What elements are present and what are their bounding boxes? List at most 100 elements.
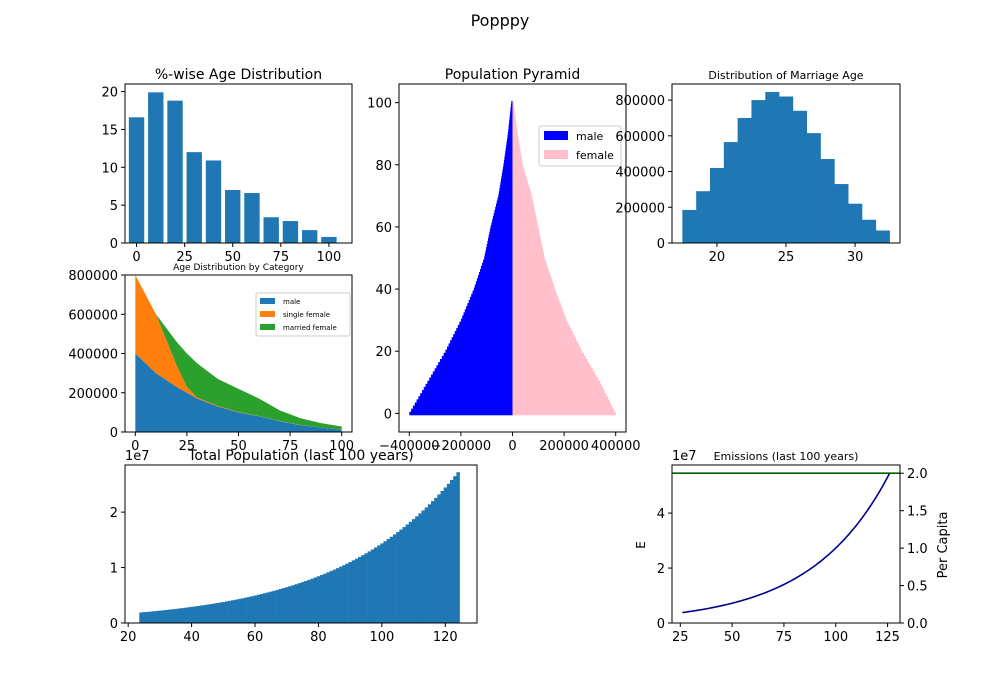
legend-swatch xyxy=(260,298,275,304)
line-emissions xyxy=(682,472,891,614)
bar-female xyxy=(512,275,551,279)
bar xyxy=(234,599,238,623)
bar-male xyxy=(411,408,513,413)
bar-male xyxy=(482,262,513,267)
bar xyxy=(240,598,245,623)
bar-female xyxy=(512,331,573,335)
bar-female xyxy=(512,206,535,211)
bar-female xyxy=(512,256,545,260)
bar xyxy=(256,594,261,623)
bar xyxy=(682,209,697,243)
bar-female xyxy=(512,386,604,391)
bar-female xyxy=(512,147,521,152)
bar-male xyxy=(502,169,513,173)
bar xyxy=(834,184,849,243)
subplot-title: %-wise Age Distribution xyxy=(155,67,322,83)
bar-male xyxy=(451,337,513,341)
bar-female xyxy=(512,153,522,158)
bar-female xyxy=(512,337,576,341)
y-tick-label: 40 xyxy=(375,283,392,298)
bar xyxy=(431,501,435,623)
y-tick-label: 80 xyxy=(375,159,392,174)
y-tick-label: 60 xyxy=(375,221,392,236)
bar xyxy=(262,593,267,623)
bar xyxy=(396,532,400,623)
y-tick-label: 200000 xyxy=(615,201,665,216)
offset-label: 1e7 xyxy=(672,449,697,464)
bar xyxy=(259,594,264,623)
bar xyxy=(820,159,835,243)
legend-label: married female xyxy=(283,324,337,332)
bar xyxy=(183,607,188,623)
bar-male xyxy=(486,247,513,251)
bar-male xyxy=(489,231,513,236)
bar-female xyxy=(512,334,575,338)
bar-male xyxy=(489,228,513,232)
bar-male xyxy=(432,371,513,375)
y-tick-label: 2 xyxy=(657,562,665,577)
bar xyxy=(209,604,213,623)
bar-female xyxy=(512,141,520,145)
bar-female xyxy=(512,178,528,183)
bar-male xyxy=(462,315,513,319)
bar xyxy=(453,476,457,623)
bar xyxy=(361,555,365,623)
bar-male xyxy=(510,110,513,114)
bar-male xyxy=(508,129,513,133)
bar-male xyxy=(508,122,513,127)
bar xyxy=(792,110,808,243)
bar-female xyxy=(512,296,559,301)
bar-female xyxy=(512,265,548,270)
bar-female xyxy=(512,107,515,111)
bar xyxy=(128,117,145,243)
bar-female xyxy=(512,150,521,155)
bar xyxy=(370,549,375,623)
bar xyxy=(148,611,153,623)
bar-male xyxy=(495,203,513,208)
bar xyxy=(218,602,223,623)
bar xyxy=(440,490,445,623)
bar-male xyxy=(509,116,513,121)
bar-female xyxy=(512,244,543,248)
bar-female xyxy=(512,327,572,332)
bar xyxy=(263,217,279,243)
bar-male xyxy=(479,268,513,273)
bar xyxy=(215,603,219,623)
bar xyxy=(737,117,752,243)
bar-female xyxy=(512,101,514,105)
bar-female xyxy=(512,253,545,257)
legend-frame xyxy=(255,292,351,337)
y2-tick-label: 1.0 xyxy=(907,542,928,557)
legend: male single female married female xyxy=(255,292,351,337)
x-tick-label: 60 xyxy=(247,630,264,645)
bar xyxy=(386,539,391,623)
bar-male xyxy=(487,237,513,242)
y-axis-label: E xyxy=(634,541,648,549)
bar-male xyxy=(456,327,513,332)
bar-female xyxy=(512,132,518,136)
bar-male xyxy=(492,219,513,223)
bar-male xyxy=(481,265,513,270)
x-tick-label: 0 xyxy=(132,250,140,265)
y-tick-label: 1 xyxy=(110,562,118,577)
bar xyxy=(158,610,162,623)
bar-male xyxy=(511,101,513,105)
bar-male xyxy=(497,197,513,201)
bar-male xyxy=(450,340,513,344)
bar-male xyxy=(495,206,513,211)
bar-female xyxy=(512,119,517,124)
x-tick-label: 30 xyxy=(847,250,864,265)
legend-label: single female xyxy=(283,311,330,319)
bar xyxy=(696,191,711,243)
y-tick-label: 600000 xyxy=(615,130,665,145)
y-tick-label: 5 xyxy=(110,199,118,214)
bar-female xyxy=(512,362,590,366)
bar xyxy=(170,609,175,623)
bar-male xyxy=(487,240,513,245)
x-tick-label: 50 xyxy=(224,250,241,265)
bar xyxy=(205,160,222,243)
bar-male xyxy=(443,352,513,357)
bar-male xyxy=(460,318,513,323)
bar-male xyxy=(469,296,513,301)
